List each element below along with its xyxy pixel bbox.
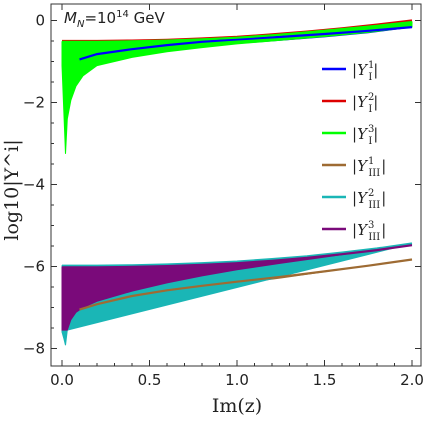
legend-label: |Y2 III| [352,188,386,211]
series-line-3 [62,21,413,43]
x-tick-label: 1.0 [225,371,249,389]
axis-ticks: 0.0 0.5 1.0 1.5 2.0 0 −2 −4 −6 −8 [23,4,424,389]
annotation-eq: =10 [84,9,116,27]
legend-label: |Y2 I| [352,92,378,115]
series-line-5 [62,242,413,267]
series-lines [62,19,413,311]
x-tick-label: 2.0 [400,371,424,389]
legend-label: |Y1 III| [352,156,386,179]
x-tick-label: 1.5 [313,371,337,389]
annotation-unit: GeV [129,9,166,27]
y-tick-label: −2 [23,94,45,112]
annotation-sub: N [77,19,85,30]
legend: |Y1 I| |Y2 I| |Y3 I| |Y1 III| |Y2 III| |Y3 III| [322,60,386,243]
x-axis-title: Im(z) [212,395,262,417]
legend-label: |Y3 I| [352,124,378,147]
series-line-6 [62,244,413,269]
annotation-m: M [64,9,77,27]
series-line-1 [79,26,413,61]
y-tick-label: −4 [23,176,45,194]
y-tick-label: −6 [23,258,45,276]
y-axis-title: log10|Y^i| [1,139,23,240]
x-tick-label: 0.0 [50,371,74,389]
annotation-sup: 14 [116,9,129,20]
y-tick-label: −8 [23,340,45,358]
legend-label: |Y1 I| [352,60,378,83]
y-tick-label: 0 [35,12,45,30]
legend-label: |Y3 III| [352,220,386,243]
series-line-4 [79,258,413,311]
x-tick-label: 0.5 [138,371,162,389]
mass-annotation: MN=1014 GeV [64,9,165,30]
